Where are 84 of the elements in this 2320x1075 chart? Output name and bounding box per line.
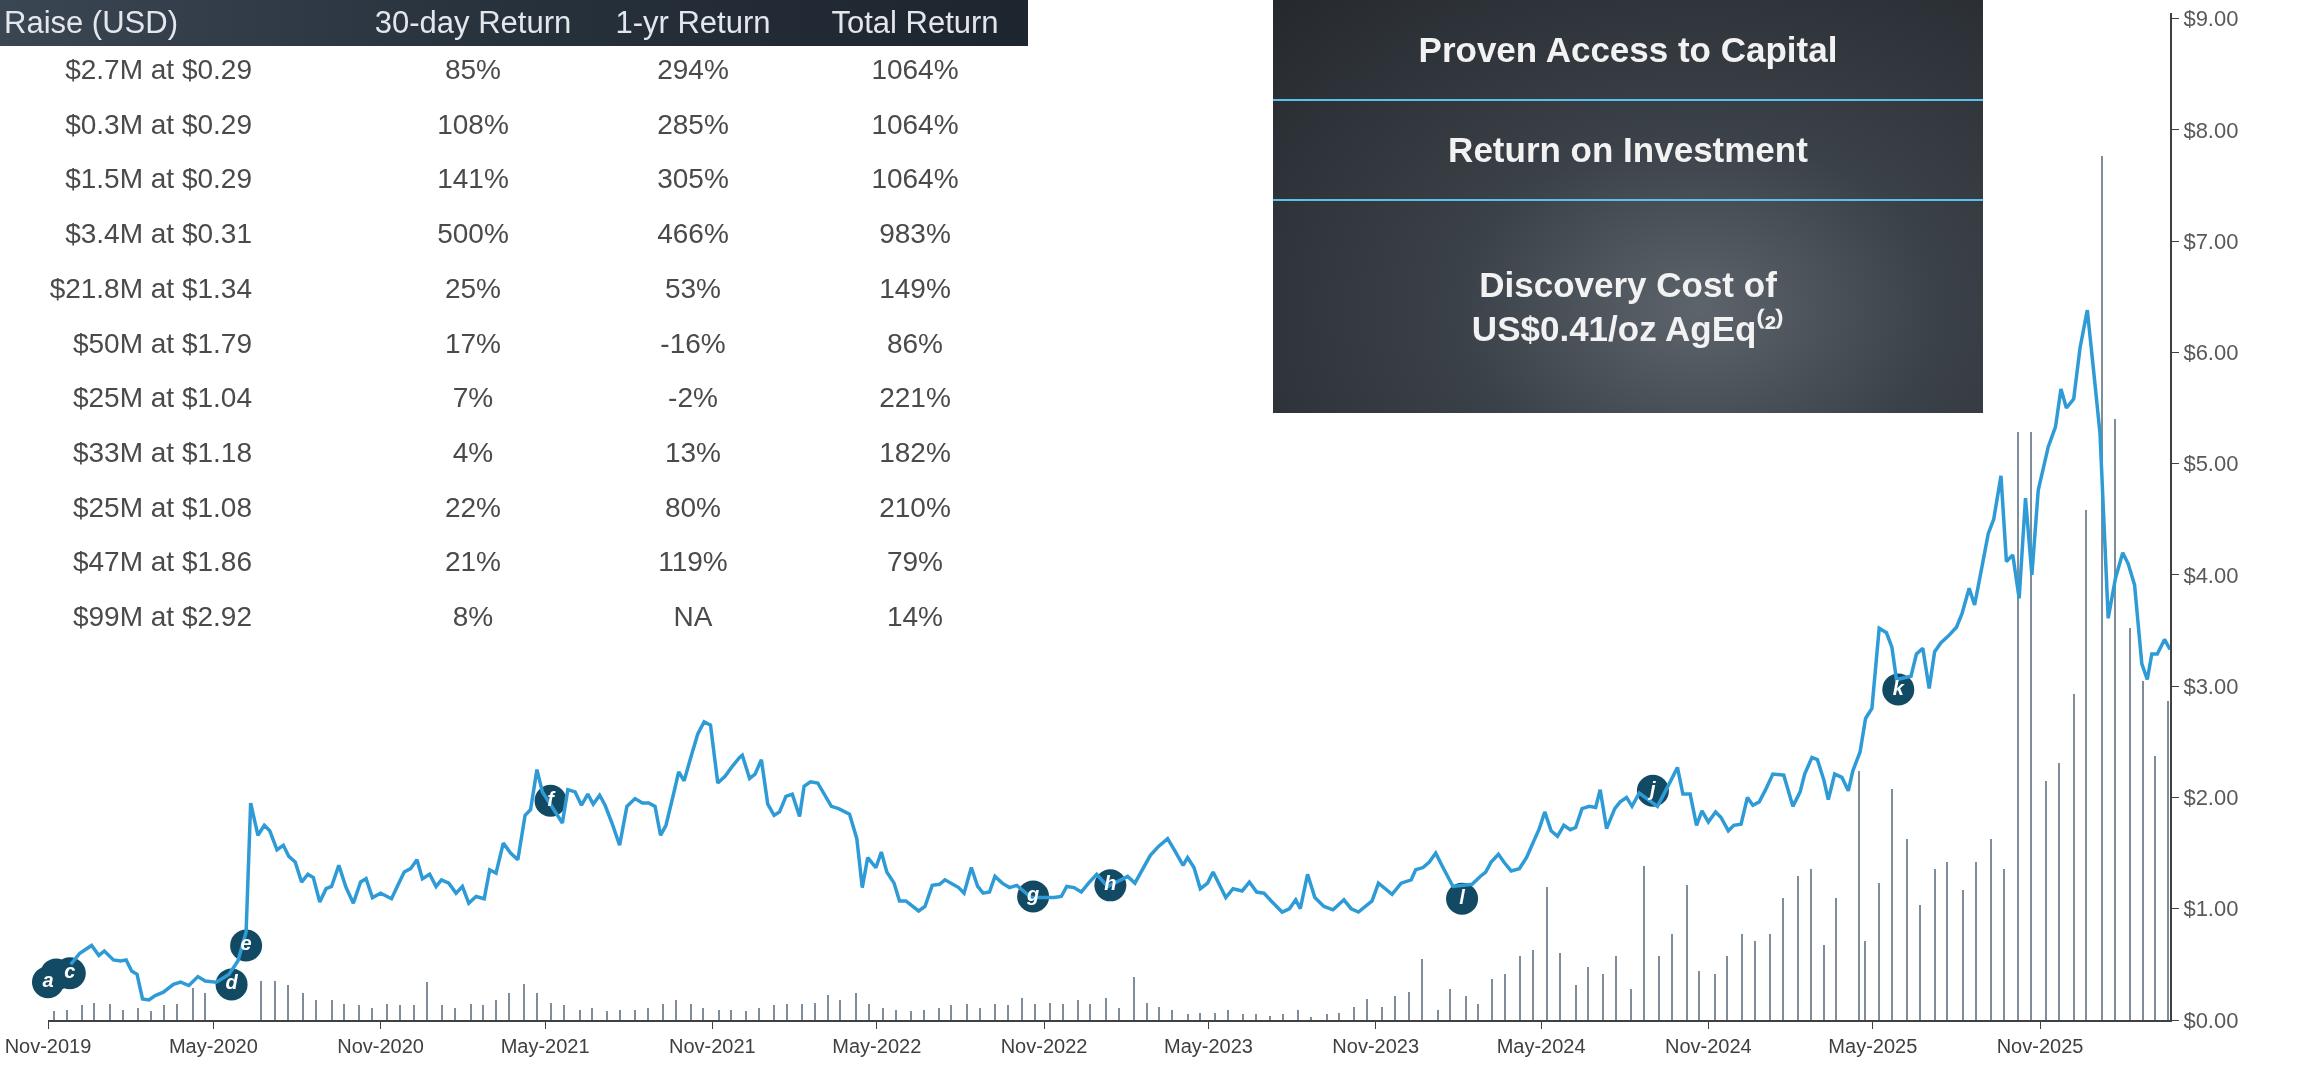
x-tick-label: May-2025	[1828, 1035, 1918, 1057]
data-label: NA	[672, 600, 714, 634]
data-label: 13%	[663, 435, 722, 470]
data-label: g	[1026, 883, 1040, 906]
data-label: 1064%	[870, 53, 960, 87]
data-label: 285%	[656, 107, 730, 142]
text: $21.8M at $1.34	[48, 271, 252, 306]
data-label: 79%	[885, 545, 944, 580]
x-tick-label: May-2020	[168, 1035, 258, 1057]
text: $1.5M at $0.29	[64, 162, 252, 197]
data-label: 7%	[451, 381, 495, 416]
data-label: 466%	[656, 217, 730, 252]
data-label: 119%	[657, 545, 729, 580]
data-label: 86%	[885, 326, 944, 361]
text: $3.4M at $0.31	[64, 217, 252, 252]
x-tick-label: Nov-2021	[668, 1035, 756, 1057]
category-label: Total Return	[831, 5, 999, 40]
data-label: j	[1647, 777, 1657, 800]
data-label: 108%	[436, 107, 510, 142]
y-tick-label: $1.00	[2183, 896, 2239, 922]
y-tick-label: $5.00	[2183, 451, 2239, 477]
text: $50M at $1.79	[71, 326, 252, 361]
text: $0.3M at $0.29	[64, 107, 252, 142]
data-label: 80%	[663, 490, 722, 525]
text: $25M at $1.04	[71, 381, 252, 416]
text: $99M at $2.92	[71, 600, 252, 634]
data-label: 25%	[443, 271, 502, 306]
data-label: f	[547, 787, 557, 810]
x-tick-label: Nov-2024	[1664, 1035, 1752, 1057]
data-label: 1064%	[870, 107, 960, 142]
data-label: d	[225, 971, 239, 994]
data-label: h	[1104, 872, 1117, 895]
data-label: 14%	[885, 600, 944, 634]
annotation: Return on Investment	[1448, 129, 1808, 171]
x-tick-label: Nov-2022	[1000, 1035, 1088, 1057]
text: Raise (USD)	[4, 4, 178, 42]
y-tick-label: $3.00	[2183, 673, 2239, 699]
data-label: 21%	[443, 545, 502, 580]
data-label: 983%	[878, 217, 952, 252]
data-label: 149%	[878, 271, 952, 306]
data-label: 4%	[451, 435, 495, 470]
data-label: 294%	[656, 53, 730, 87]
data-label: 1064%	[870, 162, 960, 197]
annotation: Proven Access to Capital	[1418, 28, 1838, 71]
text: $2.7M at $0.29	[64, 53, 252, 87]
category-label: 1-yr Return	[615, 5, 771, 40]
y-tick-label: $7.00	[2183, 228, 2239, 254]
data-label: c	[64, 960, 76, 983]
y-tick-label: $2.00	[2183, 785, 2239, 811]
data-label: 17%	[443, 326, 502, 361]
data-label: -2%	[667, 381, 719, 416]
text: $47M at $1.86	[71, 545, 252, 580]
x-tick-label: Nov-2025	[1996, 1035, 2084, 1057]
x-tick-label: Nov-2020	[337, 1035, 424, 1057]
y-tick-label: $6.00	[2183, 340, 2239, 366]
data-label: k	[1892, 676, 1905, 699]
data-label: e	[240, 932, 252, 955]
data-label: 500%	[436, 217, 510, 252]
data-label: 221%	[878, 381, 952, 416]
text: $33M at $1.18	[71, 435, 252, 470]
x-tick-label: May-2021	[500, 1035, 590, 1057]
category-label: 30-day Return	[374, 5, 572, 40]
y-tick-label: $8.00	[2183, 117, 2239, 143]
x-tick-label: Nov-2019	[4, 1035, 92, 1057]
data-label: 141%	[436, 162, 510, 197]
y-tick-label: $9.00	[2183, 6, 2239, 32]
data-label: -16%	[659, 326, 727, 361]
x-tick-label: Nov-2023	[1332, 1035, 1420, 1057]
data-label: l	[1459, 885, 1466, 908]
data-label: 8%	[451, 600, 495, 634]
data-label: 210%	[878, 490, 952, 525]
x-tick-label: May-2024	[1496, 1035, 1586, 1057]
data-label: 85%	[443, 53, 502, 87]
x-tick-label: May-2022	[832, 1035, 922, 1057]
data-label: 22%	[443, 490, 502, 525]
y-tick-label: $4.00	[2183, 562, 2239, 588]
x-tick-label: May-2023	[1164, 1035, 1253, 1057]
text: $25M at $1.08	[71, 490, 252, 525]
data-label: a	[42, 969, 54, 992]
y-tick-label: $0.00	[2183, 1007, 2239, 1033]
data-label: 305%	[656, 162, 730, 197]
annotation: Discovery Cost of US$0.41/oz AgEq⁽²⁾	[1470, 264, 1786, 350]
data-label: 53%	[663, 271, 722, 306]
data-label: 182%	[878, 435, 952, 470]
